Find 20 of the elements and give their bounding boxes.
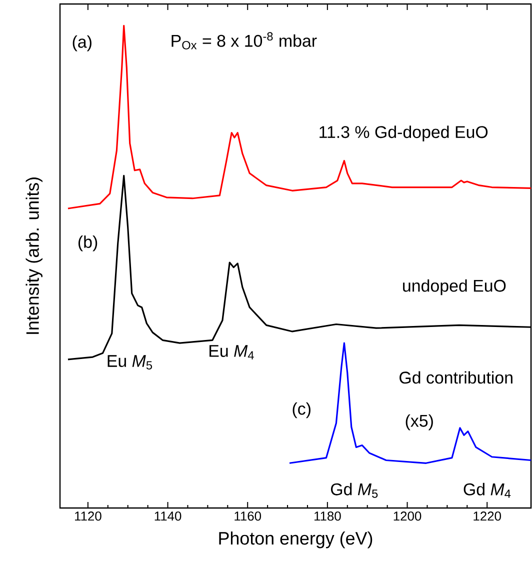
annotation: Eu M$_{4}$ xyxy=(210,345,254,360)
y-axis-title: Intensity (arb. units) xyxy=(26,178,42,334)
x-tick-label: 1120 xyxy=(75,512,102,521)
x-tick-label: 1220 xyxy=(474,512,501,521)
annotation: (x5) xyxy=(406,414,433,430)
annotation: P$_{Ox}$ = 8 x 10$^{-8}$ mbar xyxy=(172,32,317,50)
annotation: 11.3 % Gd-doped EuO xyxy=(320,126,488,142)
x-tick-label: 1160 xyxy=(234,512,262,521)
annotation: Gd M$_{4}$ xyxy=(464,482,511,498)
annotation: Gd M$_{5}$ xyxy=(330,482,378,498)
x-tick-label: 1200 xyxy=(394,512,422,521)
annotation: Gd contribution xyxy=(400,371,512,384)
annotation: undoped EuO xyxy=(403,279,506,296)
x-tick-label: 1180 xyxy=(314,512,341,521)
x-axis-title: Photon energy (eV) xyxy=(219,532,372,548)
annotation: (b) xyxy=(78,236,98,252)
annotation: (a) xyxy=(72,35,92,52)
annotation: Eu M$_{5}$ xyxy=(108,355,152,370)
annotation: (c) xyxy=(292,402,310,418)
x-tick-label: 1140 xyxy=(154,512,182,521)
